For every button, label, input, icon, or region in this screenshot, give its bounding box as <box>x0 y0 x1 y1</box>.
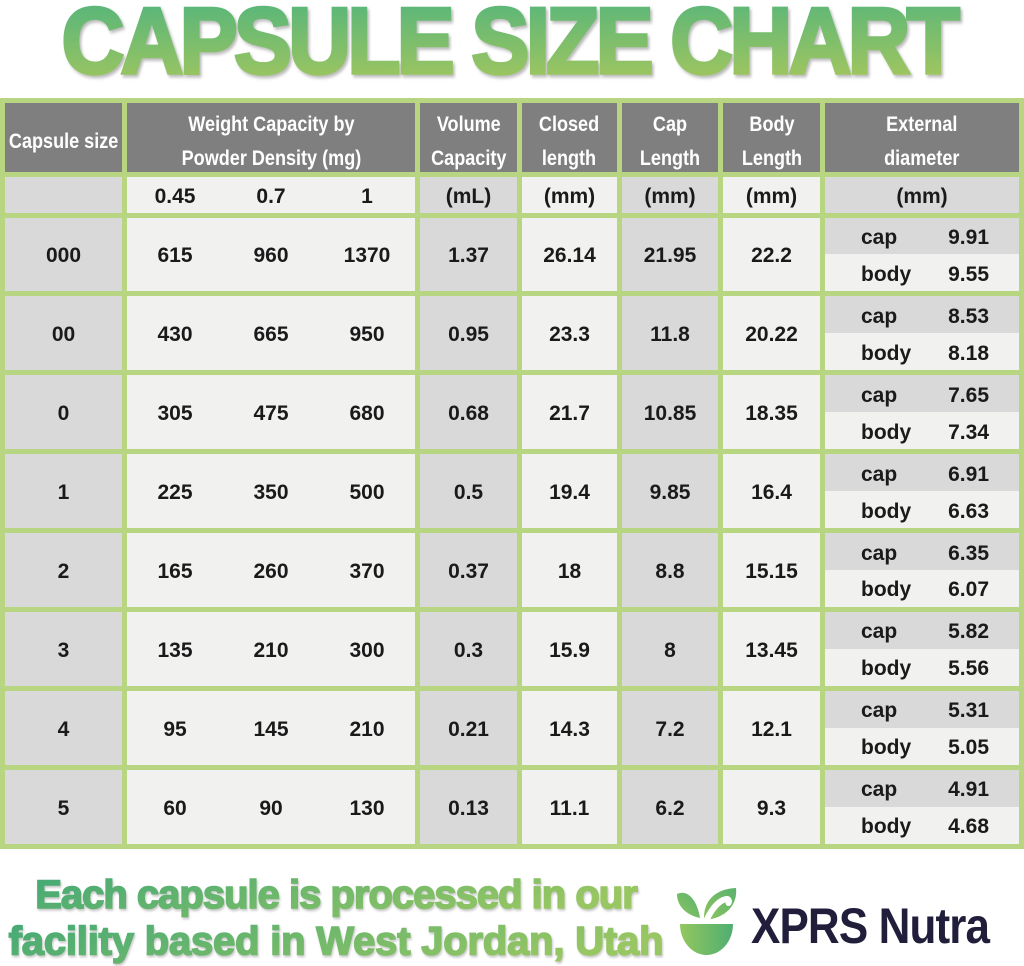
svg-text:Each capsule is processed in o: Each capsule is processed in our <box>35 873 637 917</box>
svg-text:CAPSULE SIZE CHART: CAPSULE SIZE CHART <box>61 0 959 94</box>
svg-text:facility based in West Jordan,: facility based in West Jordan, Utah <box>9 920 664 964</box>
